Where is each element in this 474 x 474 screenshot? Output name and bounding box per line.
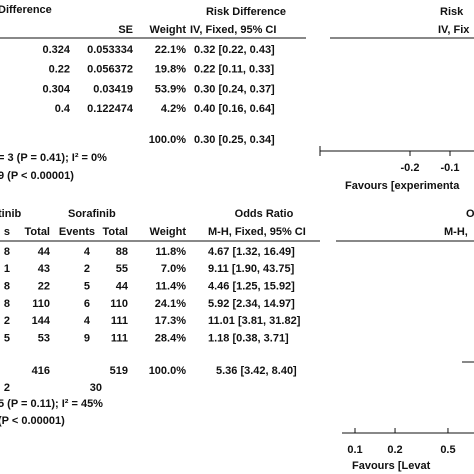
cell: 8: [4, 298, 10, 310]
cell: 2: [84, 263, 90, 275]
cell: 4.2%: [161, 103, 186, 115]
cell: 53: [38, 332, 50, 344]
cell: 0.053334: [87, 44, 134, 56]
cell: 44: [38, 246, 51, 258]
subheader: Total: [103, 226, 128, 238]
cell: 111: [111, 315, 128, 327]
cell: 0.22: [49, 64, 70, 76]
subheader: Weight: [150, 226, 187, 238]
subheader: Events: [59, 226, 95, 238]
subheader: M-H,: [444, 226, 468, 238]
cell: 43: [38, 263, 50, 275]
cell: 2: [4, 315, 10, 327]
header: Odds Ratio: [235, 208, 294, 220]
cell: 0.32 [0.22, 0.43]: [194, 44, 275, 56]
cell: 55: [116, 263, 128, 275]
cell: 7.0%: [161, 263, 186, 275]
cell: 6: [84, 298, 90, 310]
subheader: IV, Fix: [438, 24, 470, 36]
cell: 9: [84, 332, 90, 344]
cell: 144: [32, 315, 51, 327]
cell: 1.18 [0.38, 3.71]: [208, 332, 289, 344]
subheader: M-H, Fixed, 95% CI: [208, 226, 306, 238]
cell: 19.8%: [155, 64, 186, 76]
overall-effect: 9 (P < 0.00001): [0, 170, 74, 182]
subheader: s: [4, 226, 10, 238]
cell: 110: [110, 298, 128, 310]
header: Risk: [440, 6, 464, 18]
tick-label: -0.2: [401, 162, 420, 174]
header: Sorafinib: [68, 208, 116, 220]
header: Difference: [0, 4, 52, 16]
cell: 0.056372: [87, 64, 133, 76]
total: 5.36 [3.42, 8.40]: [216, 365, 297, 377]
total: 519: [110, 365, 128, 377]
header: Weight: [150, 24, 187, 36]
subheader: IV, Fixed, 95% CI: [190, 24, 276, 36]
header: Risk Difference: [206, 6, 286, 18]
heterogeneity: = 3 (P = 0.41); I² = 0%: [0, 152, 107, 164]
cell: 5: [4, 332, 10, 344]
cell: 4.46 [1.25, 15.92]: [208, 281, 295, 293]
cell: 53.9%: [155, 83, 186, 95]
total: 416: [32, 365, 50, 377]
cell: 4: [84, 246, 91, 258]
cell: 17.3%: [155, 315, 186, 327]
subheader: Total: [25, 226, 50, 238]
overall-effect: (P < 0.00001): [0, 415, 65, 427]
cell: 8: [4, 246, 10, 258]
cell: 1: [4, 263, 10, 275]
total: 0.30 [0.25, 0.34]: [194, 134, 275, 146]
total: 100.0%: [149, 365, 187, 377]
cell: 4: [84, 315, 91, 327]
header: tinib: [0, 208, 21, 220]
cell: 88: [116, 246, 128, 258]
cell: 0.40 [0.16, 0.64]: [194, 103, 275, 115]
favours: Favours [Levat: [352, 460, 431, 472]
total-events: 30: [90, 382, 102, 394]
favours: Favours [experimenta: [345, 180, 460, 192]
cell: 11.4%: [155, 281, 186, 293]
header: SE: [118, 24, 133, 36]
cell: 22.1%: [155, 44, 186, 56]
cell: 22: [38, 281, 50, 293]
cell: 5.92 [2.34, 14.97]: [208, 298, 295, 310]
cell: 28.4%: [155, 332, 186, 344]
tick-label: 0.2: [387, 444, 402, 456]
cell: 24.1%: [155, 298, 186, 310]
total-events: 2: [4, 382, 10, 394]
cell: 111: [111, 332, 128, 344]
cell: 0.304: [42, 83, 70, 95]
header: O: [466, 208, 474, 220]
cell: 0.03419: [93, 83, 133, 95]
cell: 11.8%: [155, 246, 186, 258]
cell: 11.01 [3.81, 31.82]: [208, 315, 301, 327]
tick-label: -0.1: [441, 162, 460, 174]
tick-label: 0.1: [347, 444, 362, 456]
cell: 8: [4, 281, 10, 293]
tick-label: 0.5: [440, 444, 455, 456]
cell: 5: [84, 281, 90, 293]
cell: 0.4: [55, 103, 71, 115]
cell: 0.122474: [87, 103, 134, 115]
cell: 110: [32, 298, 50, 310]
cell: 0.30 [0.24, 0.37]: [194, 83, 275, 95]
cell: 9.11 [1.90, 43.75]: [208, 263, 295, 275]
cell: 4.67 [1.32, 16.49]: [208, 246, 295, 258]
cell: 0.324: [42, 44, 70, 56]
cell: 44: [116, 281, 129, 293]
cell: 0.22 [0.11, 0.33]: [194, 64, 274, 76]
heterogeneity: 5 (P = 0.11); I² = 45%: [0, 398, 103, 410]
total: 100.0%: [149, 134, 187, 146]
